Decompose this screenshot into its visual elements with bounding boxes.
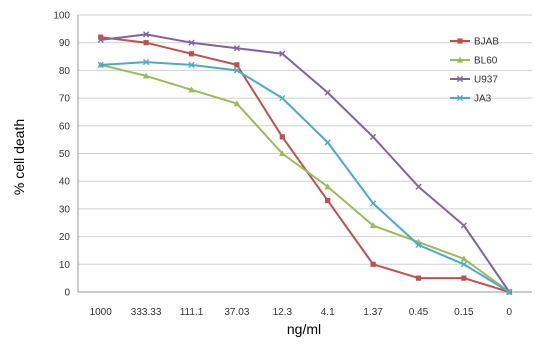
data-point [188, 86, 195, 93]
data-point [234, 62, 240, 68]
data-point [460, 222, 467, 229]
x-tick-label: 12.3 [273, 307, 293, 318]
y-tick-label: 30 [59, 204, 71, 215]
legend-marker [456, 56, 464, 63]
x-tick-label: 1.37 [363, 307, 383, 318]
legend-item-ja3: JA3 [450, 94, 492, 105]
x-tick-label: 37.03 [224, 307, 249, 318]
data-point [325, 197, 331, 204]
data-point [370, 200, 377, 207]
axes [77, 15, 532, 293]
legend-item-bjab: BJAB [450, 37, 499, 48]
series-ja3 [97, 58, 513, 296]
series-bl60 [97, 61, 513, 295]
data-point [98, 34, 104, 40]
y-tick-labels: 0 10 20 30 40 50 60 70 80 90 100 [53, 11, 70, 299]
data-point [460, 261, 467, 268]
y-tick-label: 10 [59, 260, 71, 271]
data-point [233, 67, 240, 74]
series-group [97, 31, 513, 296]
x-tick-label: 333.33 [131, 307, 162, 318]
legend-marker [456, 94, 464, 102]
data-point [324, 89, 331, 96]
y-tick-label: 20 [59, 232, 71, 243]
data-point [279, 150, 286, 157]
data-point [279, 50, 286, 57]
y-axis-title: % cell death [11, 119, 27, 195]
gridlines [78, 14, 532, 265]
y-tick-label: 0 [64, 288, 70, 299]
x-tick-label: 1000 [90, 307, 113, 318]
legend-marker [457, 38, 463, 44]
legend-label: JA3 [474, 94, 492, 105]
series-line-bjab [100, 36, 510, 293]
data-point [233, 100, 241, 107]
y-tick-label: 90 [59, 38, 71, 49]
series-line-bl60 [100, 63, 510, 293]
data-point [506, 288, 513, 296]
data-point [369, 222, 377, 229]
x-tick-label: 0.45 [409, 307, 429, 318]
data-point [279, 134, 285, 140]
y-tick-label: 100 [53, 11, 70, 22]
x-tick-label: 111.1 [180, 307, 204, 318]
series-u937 [97, 31, 513, 296]
data-point [143, 31, 150, 38]
data-point [415, 241, 422, 249]
legend-label: BJAB [474, 37, 499, 48]
data-point [188, 39, 195, 46]
data-point [415, 183, 422, 190]
legend-marker [456, 75, 464, 83]
x-tick-label: 0.15 [454, 307, 474, 318]
data-point [324, 139, 331, 146]
series-line-ja3 [100, 61, 510, 293]
data-point [370, 133, 377, 140]
x-tick-label: 4.1 [321, 307, 335, 318]
legend-label: U937 [474, 75, 498, 86]
data-point [324, 183, 331, 190]
legend: BJAB BL60 U937 JA3 [450, 37, 499, 105]
legend-item-u937: U937 [450, 75, 498, 86]
data-point [460, 255, 468, 262]
data-point [97, 36, 104, 44]
y-tick-label: 70 [59, 94, 71, 105]
data-point [188, 61, 195, 68]
data-point [279, 95, 286, 102]
x-axis-title: ng/ml [287, 321, 321, 337]
series-line-u937 [100, 33, 511, 293]
y-tick-label: 50 [59, 149, 71, 160]
data-point [143, 40, 149, 46]
data-point [143, 58, 150, 66]
data-point [461, 275, 467, 281]
legend-item-bl60: BL60 [450, 56, 498, 67]
data-point [233, 45, 240, 52]
y-tick-label: 80 [59, 66, 71, 77]
x-tick-labels: 1000 333.33 111.1 37.03 12.3 4.1 1.37 0.45 0.15 0 [90, 307, 513, 318]
y-tick-label: 40 [59, 177, 71, 188]
data-point [370, 261, 376, 267]
y-tick-label: 60 [59, 121, 71, 132]
data-point [415, 275, 422, 281]
data-point [97, 61, 104, 68]
x-tick-label: 0 [507, 307, 513, 318]
data-point [142, 72, 150, 79]
legend-label: BL60 [474, 56, 498, 67]
data-point [188, 51, 195, 57]
